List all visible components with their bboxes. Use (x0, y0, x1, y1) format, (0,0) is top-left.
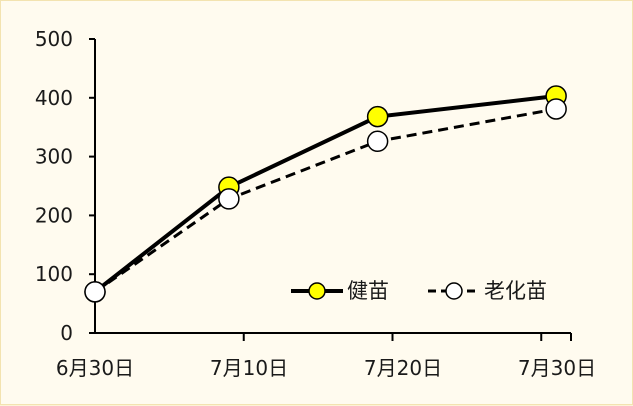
data-point (366, 130, 389, 153)
legend-label: 健苗 (347, 279, 389, 303)
x-tick-label: 6月30日 (56, 356, 134, 380)
y-tick-label: 0 (60, 321, 73, 345)
series-line-1 (93, 94, 557, 294)
legend-marker (308, 282, 326, 300)
data-point (84, 281, 106, 303)
legend-label: 老化苗 (484, 279, 547, 303)
y-tick-label: 100 (35, 262, 73, 286)
y-tick-label: 400 (35, 86, 73, 110)
series-line-2 (94, 107, 557, 294)
x-tick-label: 7月20日 (364, 356, 442, 380)
y-tick-label: 500 (35, 27, 73, 51)
legend-marker (445, 282, 463, 300)
x-tick-label: 7月10日 (210, 356, 288, 380)
y-tick-label: 200 (35, 203, 73, 227)
data-point (218, 188, 240, 210)
data-point (366, 105, 389, 128)
data-point (545, 98, 567, 120)
y-tick-label: 300 (35, 145, 73, 169)
x-tick-label: 7月30日 (518, 356, 596, 380)
